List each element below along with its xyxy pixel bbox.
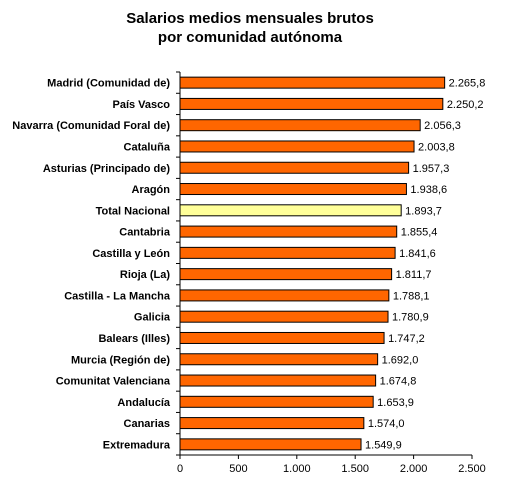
category-label: Cantabria (119, 227, 171, 239)
category-label: País Vasco (113, 99, 171, 111)
bar (179, 310, 389, 323)
value-label: 1.692,0 (382, 354, 419, 366)
category-label: Andalucía (117, 397, 170, 409)
value-label: 1.653,9 (377, 397, 414, 409)
bar (179, 438, 362, 451)
chart-title-line-2: por comunidad autónoma (157, 29, 343, 46)
bar (179, 374, 377, 387)
category-label: Murcia (Región de) (71, 354, 170, 366)
bar (179, 97, 444, 110)
x-tick-label: 1.000 (283, 463, 311, 475)
bar (179, 289, 390, 302)
value-label: 1.747,2 (388, 333, 425, 345)
bar (179, 119, 421, 132)
bar (179, 246, 396, 259)
chart-title-line-1: Salarios medios mensuales brutos (126, 10, 374, 27)
bars-group (179, 76, 446, 451)
category-label: Comunitat Valenciana (56, 376, 171, 388)
bar (179, 183, 407, 196)
category-label: Extremadura (103, 439, 171, 451)
value-label: 1.855,4 (401, 227, 438, 239)
bar (179, 331, 385, 344)
bar (179, 140, 415, 153)
chart-title: Salarios medios mensuales brutos por com… (0, 9, 500, 47)
category-label: Rioja (La) (120, 269, 170, 281)
x-tick-label: 2.000 (400, 463, 428, 475)
category-labels: Madrid (Comunidad de) País Vasco Navarra (… (12, 78, 171, 452)
bar (179, 76, 446, 89)
value-label: 1.674,8 (380, 376, 417, 388)
value-label: 2.250,2 (447, 99, 484, 111)
category-label: Total Nacional (96, 205, 170, 217)
value-label: 1.780,9 (392, 312, 429, 324)
x-tick-label: 500 (229, 463, 247, 475)
value-label: 1.574,0 (368, 418, 405, 430)
category-label: Madrid (Comunidad de) (47, 78, 170, 90)
value-label: 1.549,9 (365, 439, 402, 451)
value-label: 1.938,6 (410, 184, 447, 196)
category-label: Cataluña (124, 141, 171, 153)
category-label: Balears (Illes) (98, 333, 170, 345)
value-label: 1.841,6 (399, 248, 436, 260)
bar (179, 268, 393, 281)
axes-group: 0 500 1.000 1.500 2.000 2.500 (176, 71, 486, 475)
category-label: Castilla y León (92, 248, 170, 260)
value-label: 2.003,8 (418, 141, 455, 153)
bar (179, 225, 398, 238)
bar (179, 204, 402, 217)
value-label: 1.893,7 (405, 205, 442, 217)
value-label: 2.265,8 (449, 78, 486, 90)
value-label: 1.957,3 (413, 163, 450, 175)
bar (179, 417, 365, 430)
category-label: Asturias (Principado de) (43, 163, 170, 175)
x-tick-label: 0 (177, 463, 183, 475)
category-label: Canarias (124, 418, 170, 430)
x-tick-label: 1.500 (341, 463, 369, 475)
value-label: 2.056,3 (424, 120, 461, 132)
value-label: 1.811,7 (396, 269, 432, 281)
category-label: Navarra (Comunidad Foral de) (12, 120, 170, 132)
category-label: Galicia (134, 312, 171, 324)
value-label: 1.788,1 (393, 290, 430, 302)
bar (179, 353, 379, 366)
category-label: Castilla - La Mancha (64, 290, 171, 302)
bar (179, 161, 410, 174)
value-labels: 2.265,8 2.250,2 2.056,3 2.003,8 1.957,3 1.938… (365, 78, 485, 452)
bar (179, 395, 374, 408)
category-label: Aragón (132, 184, 171, 196)
x-tick-label: 2.500 (458, 463, 486, 475)
